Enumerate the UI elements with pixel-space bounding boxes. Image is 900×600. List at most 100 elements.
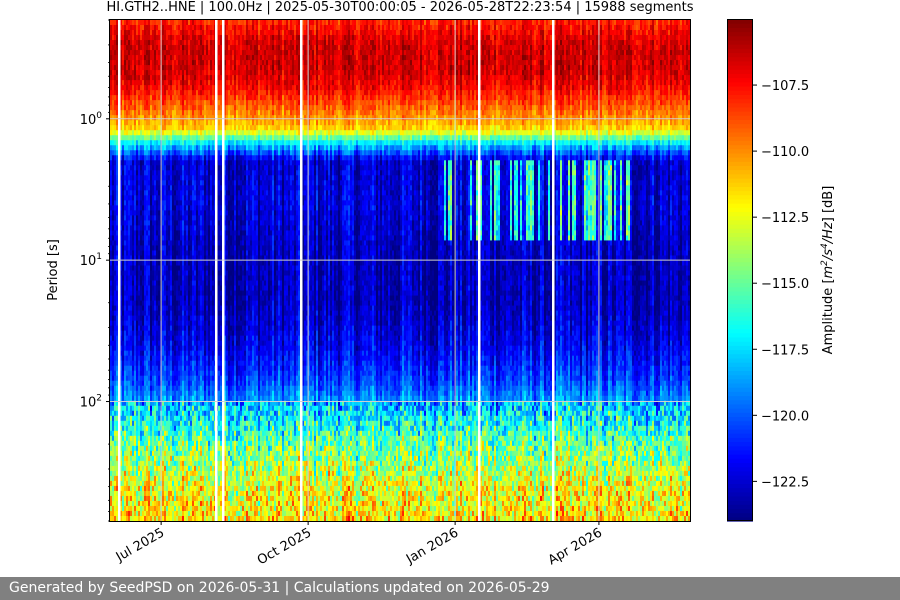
heatmap-cell [126, 255, 129, 262]
heatmap-cell [126, 100, 129, 106]
heatmap-cell [144, 220, 147, 227]
heatmap-cell [128, 435, 131, 442]
heatmap-cell [136, 290, 139, 297]
heatmap-cell [132, 80, 135, 86]
heatmap-cell [110, 115, 113, 121]
heatmap-cell [116, 205, 119, 211]
heatmap-cell [140, 145, 143, 151]
heatmap-cell [112, 305, 115, 312]
heatmap-cell [132, 85, 135, 91]
heatmap-cell [138, 315, 141, 322]
heatmap-cell [146, 455, 149, 462]
heatmap-cell [132, 425, 135, 432]
heatmap-cell [144, 355, 147, 362]
heatmap-cell [130, 145, 133, 151]
heatmap-cell [140, 285, 143, 292]
heatmap-cell [126, 300, 129, 307]
heatmap-cell [140, 85, 143, 91]
heatmap-cell [116, 50, 119, 56]
heatmap-cell [122, 315, 125, 322]
heatmap-cell [114, 480, 117, 487]
heatmap-cell [120, 390, 123, 397]
heatmap-cell [144, 470, 147, 477]
heatmap-cell [134, 510, 137, 517]
heatmap-cell [112, 415, 115, 422]
heatmap-cell [138, 45, 141, 51]
heatmap-cell [136, 195, 139, 201]
heatmap-cell [140, 20, 143, 26]
heatmap-cell [134, 295, 137, 302]
heatmap-cell [112, 160, 115, 166]
heatmap-cell [138, 425, 141, 432]
heatmap-cell [114, 130, 117, 136]
heatmap-cell [128, 120, 131, 126]
heatmap-cell [120, 225, 123, 232]
heatmap-cell [112, 345, 115, 352]
heatmap-cell [130, 445, 133, 452]
heatmap-cell [120, 190, 123, 196]
heatmap-cell [112, 390, 115, 397]
heatmap-cell [122, 190, 125, 196]
heatmap-cell [114, 230, 117, 237]
heatmap-cell [134, 205, 137, 211]
heatmap-cell [124, 280, 127, 287]
heatmap-cell [120, 365, 123, 372]
heatmap-cell [124, 230, 127, 237]
heatmap-cell [126, 25, 129, 31]
heatmap-cell [130, 65, 133, 71]
heatmap-cell [138, 290, 141, 297]
heatmap-cell [126, 295, 129, 302]
heatmap-cell [132, 445, 135, 452]
heatmap-cell [142, 140, 145, 146]
heatmap-cell [112, 245, 115, 252]
heatmap-cell [132, 35, 135, 41]
heatmap-cell [116, 110, 119, 116]
heatmap-cell [120, 220, 123, 227]
heatmap-cell [116, 175, 119, 181]
heatmap-cell [134, 250, 137, 257]
heatmap-cell [112, 450, 115, 457]
heatmap-cell [146, 95, 149, 101]
heatmap-cell [130, 240, 133, 247]
heatmap-cell [138, 80, 141, 86]
heatmap-cell [140, 350, 143, 357]
heatmap-cell [124, 65, 127, 71]
heatmap-cell [130, 140, 133, 146]
heatmap-cell [142, 255, 145, 262]
heatmap-cell [122, 85, 125, 91]
heatmap-cell [116, 180, 119, 186]
spectrogram-heatmap [110, 20, 691, 522]
heatmap-cell [136, 120, 139, 126]
heatmap-cell [134, 180, 137, 186]
heatmap-cell [110, 320, 113, 327]
heatmap-cell [126, 195, 129, 201]
heatmap-cell [120, 260, 123, 267]
heatmap-cell [126, 480, 129, 487]
heatmap-cell [114, 295, 117, 302]
heatmap-cell [128, 345, 131, 352]
heatmap-cell [134, 415, 137, 422]
heatmap-cell [146, 265, 149, 272]
heatmap-cell [134, 505, 137, 512]
heatmap-cell [112, 495, 115, 502]
heatmap-cell [144, 20, 147, 26]
heatmap-cell [140, 60, 143, 66]
heatmap-cell [138, 185, 141, 191]
heatmap-cell [128, 125, 131, 131]
heatmap-cell [114, 505, 117, 512]
heatmap-cell [112, 385, 115, 392]
heatmap-cell [124, 305, 127, 312]
heatmap-cell [122, 505, 125, 512]
heatmap-cell [134, 130, 137, 136]
heatmap-cell [126, 505, 129, 512]
heatmap-cell [148, 30, 151, 36]
heatmap-cell [112, 180, 115, 186]
heatmap-cell [124, 295, 127, 302]
heatmap-cell [116, 220, 119, 227]
heatmap-cell [148, 115, 151, 121]
heatmap-cell [110, 455, 113, 462]
heatmap-cell [120, 85, 123, 91]
heatmap-cell [122, 365, 125, 372]
heatmap-cell [136, 450, 139, 457]
heatmap-cell [138, 455, 141, 462]
